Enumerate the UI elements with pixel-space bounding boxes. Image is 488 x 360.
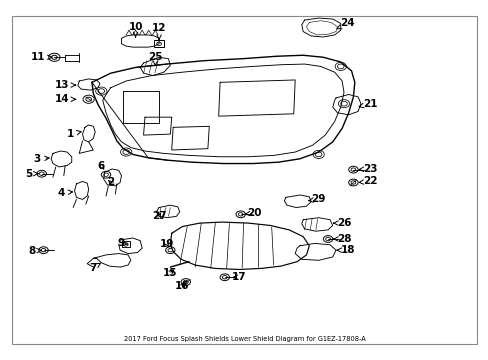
Text: 12: 12 (151, 23, 166, 39)
Text: 18: 18 (336, 245, 354, 255)
Text: 13: 13 (55, 80, 76, 90)
Text: 21: 21 (358, 99, 377, 109)
Text: 29: 29 (308, 194, 325, 204)
Text: 22: 22 (359, 176, 377, 186)
Text: 11: 11 (31, 52, 52, 62)
Text: 1: 1 (67, 129, 81, 139)
Text: 15: 15 (163, 268, 177, 278)
Text: 20: 20 (244, 208, 262, 218)
Text: 4: 4 (58, 188, 72, 198)
Text: 27: 27 (151, 211, 166, 221)
Text: 2017 Ford Focus Splash Shields Lower Shield Diagram for G1EZ-17808-A: 2017 Ford Focus Splash Shields Lower Shi… (123, 336, 365, 342)
Text: 17: 17 (231, 272, 245, 282)
Bar (154, 40, 163, 47)
Text: 28: 28 (333, 234, 350, 244)
Text: 16: 16 (175, 282, 189, 291)
Text: 25: 25 (148, 52, 162, 66)
Text: 7: 7 (89, 263, 100, 273)
Text: 10: 10 (128, 22, 142, 37)
Text: 26: 26 (333, 218, 350, 228)
Text: 24: 24 (336, 18, 354, 29)
Text: 5: 5 (25, 169, 38, 179)
Text: 8: 8 (29, 246, 41, 256)
Text: 3: 3 (33, 154, 49, 164)
Text: 14: 14 (55, 94, 76, 104)
Text: 6: 6 (98, 161, 105, 171)
Text: 9: 9 (118, 238, 127, 248)
Text: 2: 2 (107, 177, 114, 188)
Text: 23: 23 (359, 164, 377, 174)
Text: 19: 19 (160, 239, 174, 249)
Bar (121, 241, 130, 247)
